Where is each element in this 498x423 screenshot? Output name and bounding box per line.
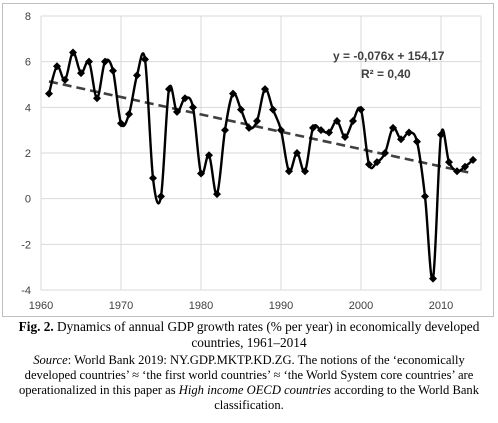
data-point-marker	[261, 85, 269, 94]
y-tick-label: 0	[25, 194, 31, 206]
trendline-annotation: y = -0,076x + 154,17 R² = 0,40	[333, 49, 445, 81]
data-point-marker	[157, 192, 165, 201]
x-tick-label: 1970	[109, 300, 133, 312]
data-point-marker	[149, 174, 157, 183]
trendline-layer	[48, 80, 474, 175]
data-point-marker	[357, 105, 365, 114]
data-point-marker	[141, 55, 149, 64]
data-point-marker	[453, 167, 461, 176]
data-point-marker	[373, 158, 381, 167]
y-tick-label: -2	[21, 239, 31, 251]
data-point-marker	[445, 158, 453, 167]
data-point-marker	[165, 85, 173, 94]
figure-label: Fig. 2.	[18, 319, 54, 334]
data-point-marker	[221, 126, 229, 135]
axis-labels: -4 -2 0 2 4 6 8 1960 1970 1980 1990 2000 2010	[21, 11, 453, 312]
source-italic-term: High income OECD countries	[178, 383, 331, 397]
data-point-marker	[45, 89, 53, 98]
data-point-marker	[317, 126, 325, 135]
data-point-marker	[197, 169, 205, 178]
data-point-marker	[229, 89, 237, 98]
data-point-marker	[397, 135, 405, 144]
figure-caption: Fig. 2. Dynamics of annual GDP growth ra…	[8, 319, 490, 351]
trend-r2: R² = 0,40	[361, 67, 411, 81]
data-point-marker	[181, 94, 189, 103]
data-point-marker	[237, 105, 245, 114]
x-tick-label: 1980	[189, 300, 213, 312]
y-tick-label: 8	[25, 11, 31, 23]
data-point-marker	[413, 137, 421, 146]
x-tick-label: 1990	[269, 300, 293, 312]
x-tick-label: 2000	[349, 300, 373, 312]
source-label: Source	[33, 353, 68, 367]
data-point-marker	[277, 126, 285, 135]
data-point-marker	[325, 128, 333, 137]
data-point-marker	[469, 155, 477, 164]
figure-caption-text: Dynamics of annual GDP growth rates (% p…	[53, 319, 480, 350]
y-tick-label: 2	[25, 148, 31, 160]
series-line	[47, 51, 474, 281]
y-tick-label: -4	[21, 285, 31, 297]
data-point-marker	[117, 119, 125, 128]
data-point-marker	[309, 123, 317, 132]
source-note: Source: World Bank 2019: NY.GDP.MKTP.KD.…	[6, 353, 492, 413]
y-tick-label: 4	[25, 102, 31, 114]
series-layer	[45, 48, 477, 283]
data-point-marker	[245, 123, 253, 132]
source-text-1: : World Bank 2019: NY.GDP.MKTP.KD.ZG. Th…	[18, 353, 474, 397]
data-point-marker	[381, 149, 389, 157]
data-point-marker	[173, 107, 181, 116]
data-point-marker	[77, 69, 85, 78]
data-point-marker	[293, 149, 301, 157]
data-point-marker	[389, 123, 397, 132]
data-point-marker	[213, 190, 221, 199]
chart-frame: -4 -2 0 2 4 6 8 1960 1970 1980 1990 2000 2010 y = -0…	[2, 3, 494, 317]
trend-equation: y = -0,076x + 154,17	[333, 49, 445, 63]
data-point-marker	[301, 167, 309, 176]
source-text-2: according to the World Bank classificati…	[214, 383, 480, 412]
data-point-marker	[365, 160, 373, 169]
data-point-marker	[101, 57, 109, 66]
data-point-marker	[205, 151, 213, 160]
data-point-marker	[405, 128, 413, 137]
gdp-growth-chart: -4 -2 0 2 4 6 8 1960 1970 1980 1990 2000 2010 y = -0…	[21, 11, 482, 312]
data-point-marker	[189, 103, 197, 112]
data-point-marker	[133, 71, 141, 80]
y-tick-label: 6	[25, 57, 31, 69]
trendline	[48, 80, 474, 175]
data-point-marker	[253, 117, 261, 126]
data-point-marker	[61, 75, 69, 84]
data-point-marker	[421, 192, 429, 201]
x-tick-label: 1960	[29, 300, 53, 312]
data-point-marker	[109, 66, 117, 75]
data-point-marker	[125, 110, 133, 119]
data-point-marker	[349, 117, 357, 126]
data-point-marker	[461, 162, 469, 171]
data-point-marker	[85, 57, 93, 66]
data-point-marker	[285, 167, 293, 176]
data-point-marker	[333, 117, 341, 126]
data-point-marker	[269, 105, 277, 114]
x-tick-label: 2010	[429, 300, 453, 312]
data-point-marker	[341, 133, 349, 142]
data-point-marker	[437, 130, 445, 139]
data-point-marker	[69, 48, 77, 57]
data-point-marker	[93, 94, 101, 103]
data-point-marker	[429, 274, 437, 283]
